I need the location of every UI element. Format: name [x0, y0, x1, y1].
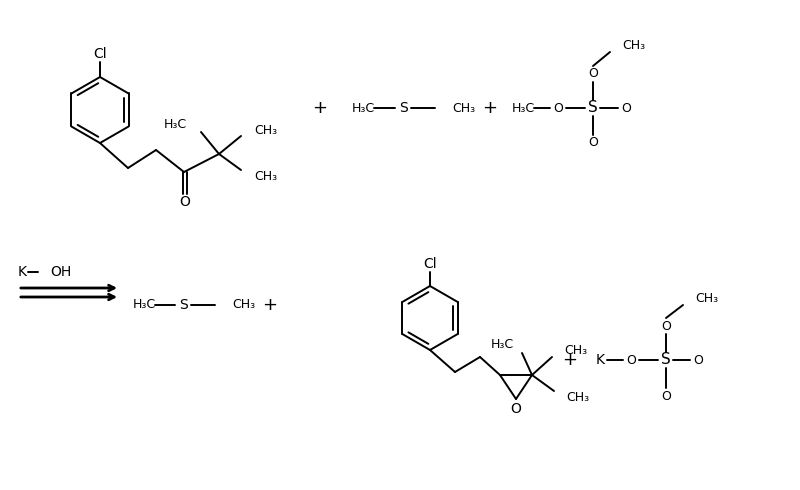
Text: Cl: Cl: [423, 257, 437, 271]
Text: O: O: [588, 136, 598, 148]
Text: O: O: [661, 319, 671, 333]
Text: H₃C: H₃C: [491, 339, 514, 351]
Text: CH₃: CH₃: [622, 40, 645, 52]
Text: K: K: [596, 353, 605, 367]
Text: S: S: [398, 101, 407, 115]
Text: H₃C: H₃C: [512, 101, 535, 115]
Text: CH₃: CH₃: [564, 344, 587, 358]
Text: +: +: [262, 296, 278, 314]
Text: O: O: [553, 101, 563, 115]
Text: S: S: [588, 100, 598, 116]
Text: +: +: [562, 351, 578, 369]
Text: O: O: [510, 402, 522, 416]
Text: OH: OH: [50, 265, 71, 279]
Text: H₃C: H₃C: [164, 118, 187, 130]
Text: +: +: [482, 99, 498, 117]
Text: CH₃: CH₃: [254, 123, 277, 137]
Text: O: O: [626, 353, 636, 367]
Text: +: +: [313, 99, 327, 117]
Text: H₃C: H₃C: [133, 298, 156, 312]
Text: CH₃: CH₃: [232, 298, 255, 312]
Text: O: O: [621, 101, 631, 115]
Text: S: S: [661, 352, 671, 368]
Text: H₃C: H₃C: [352, 101, 375, 115]
Text: Cl: Cl: [93, 47, 107, 61]
Text: K: K: [18, 265, 27, 279]
Text: CH₃: CH₃: [452, 101, 475, 115]
Text: CH₃: CH₃: [254, 170, 277, 182]
Text: O: O: [588, 68, 598, 80]
Text: O: O: [693, 353, 703, 367]
Text: CH₃: CH₃: [695, 292, 718, 304]
Text: O: O: [661, 390, 671, 402]
Text: O: O: [179, 195, 190, 209]
Text: S: S: [178, 298, 187, 312]
Text: CH₃: CH₃: [566, 391, 589, 403]
